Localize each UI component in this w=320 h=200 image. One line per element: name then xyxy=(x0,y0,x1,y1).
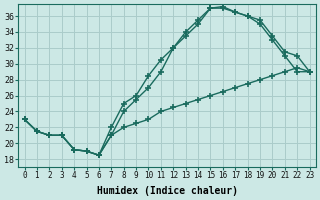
X-axis label: Humidex (Indice chaleur): Humidex (Indice chaleur) xyxy=(97,186,237,196)
